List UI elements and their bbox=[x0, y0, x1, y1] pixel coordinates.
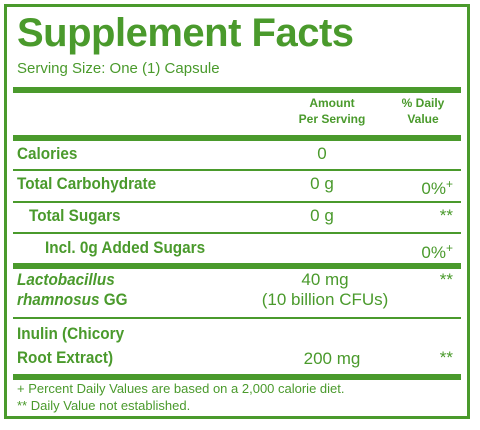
section-divider bbox=[13, 263, 461, 269]
added-sugars-dv-value: 0% bbox=[421, 243, 446, 262]
total-sugars-amount: 0 g bbox=[310, 206, 334, 225]
supplement-facts-panel: Supplement Facts Serving Size: One (1) C… bbox=[4, 4, 470, 419]
footnote-daily-value-basis: + Percent Daily Values are based on a 2,… bbox=[17, 381, 345, 396]
footnote-not-established: ** Daily Value not established. bbox=[17, 398, 191, 413]
inulin-label-line2: Root Extract) bbox=[17, 348, 114, 367]
calories-amount: 0 bbox=[317, 144, 327, 163]
lactobacillus-label-line2: rhamnosus GG bbox=[17, 289, 128, 311]
inulin-amount: 200 mg bbox=[303, 349, 361, 368]
row-divider bbox=[13, 201, 461, 203]
total-sugars-label: Total Sugars bbox=[29, 206, 121, 225]
total-carbohydrate-dv: 0%+ bbox=[421, 173, 453, 200]
total-carbohydrate-dv-value: 0% bbox=[421, 179, 446, 198]
lactobacillus-amount: 40 mg bbox=[301, 270, 349, 289]
dv-header-line1: % Daily bbox=[401, 96, 445, 110]
lactobacillus-dv: ** bbox=[439, 270, 453, 289]
panel-title: Supplement Facts bbox=[17, 11, 354, 55]
header-divider bbox=[13, 87, 461, 93]
dv-header-line2: Value bbox=[407, 112, 439, 126]
column-header-divider bbox=[13, 135, 461, 141]
lactobacillus-label-line1: Lactobacillus bbox=[17, 270, 115, 289]
amount-header-line1: Amount bbox=[309, 96, 355, 110]
serving-size: Serving Size: One (1) Capsule bbox=[17, 60, 220, 77]
amount-header-line2: Per Serving bbox=[298, 112, 366, 126]
lactobacillus-strain: GG bbox=[99, 290, 128, 309]
inulin-label-line1: Inulin (Chicory bbox=[17, 324, 125, 343]
lactobacillus-species: rhamnosus bbox=[17, 290, 100, 309]
lactobacillus-cfu: (10 billion CFUs) bbox=[261, 290, 389, 309]
added-sugars-dv: 0%+ bbox=[421, 237, 453, 264]
total-carbohydrate-label: Total Carbohydrate bbox=[17, 174, 157, 193]
added-sugars-label: Incl. 0g Added Sugars bbox=[45, 238, 206, 257]
footnote-divider bbox=[13, 374, 461, 380]
added-sugars-dv-mark: + bbox=[445, 241, 453, 255]
total-carbohydrate-dv-mark: + bbox=[445, 177, 453, 191]
total-sugars-dv: ** bbox=[439, 206, 453, 225]
row-divider bbox=[13, 169, 461, 171]
row-divider bbox=[13, 232, 461, 234]
amount-per-serving-header: Amount Per Serving bbox=[277, 95, 387, 127]
calories-label: Calories bbox=[17, 144, 78, 163]
daily-value-header: % Daily Value bbox=[393, 95, 453, 127]
row-divider bbox=[13, 317, 461, 319]
total-carbohydrate-amount: 0 g bbox=[310, 174, 334, 193]
inulin-dv: ** bbox=[439, 348, 453, 367]
